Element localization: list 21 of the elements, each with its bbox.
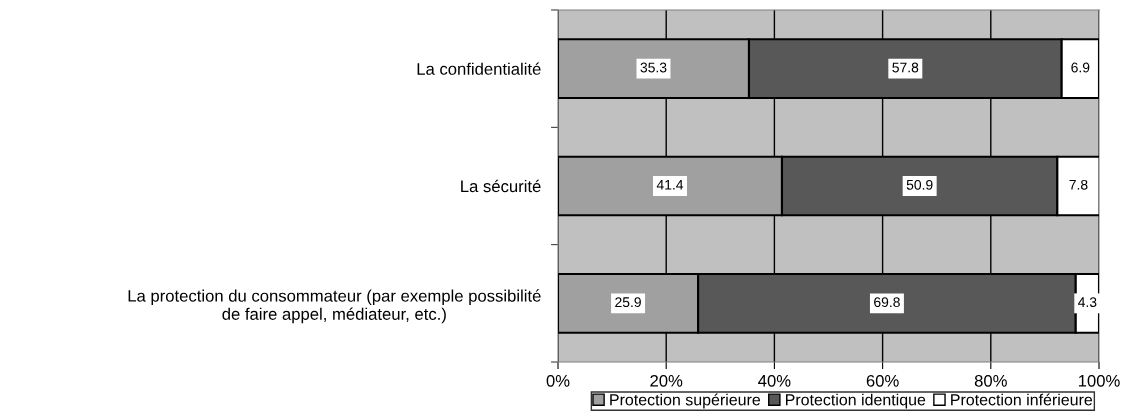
- y-tick-label: La sécurité: [461, 179, 541, 193]
- x-tick-label: 0%: [546, 374, 570, 387]
- legend-label: Protection identique: [786, 393, 926, 409]
- data-label: 57.8: [892, 62, 919, 73]
- x-tick-label: 80%: [974, 374, 1007, 387]
- data-label: 50.9: [906, 179, 933, 190]
- x-tick-label: 20%: [650, 374, 683, 387]
- x-tick-label: 40%: [758, 374, 791, 387]
- data-label: 7.8: [1069, 179, 1088, 190]
- x-tick-label: 60%: [866, 374, 899, 387]
- data-label: 41.4: [656, 180, 684, 190]
- x-tick-label: 100%: [1078, 374, 1120, 387]
- data-label: 69.8: [874, 297, 900, 308]
- data-label: 25.9: [615, 297, 641, 308]
- data-label: 6.9: [1071, 62, 1090, 73]
- data-label: 4.3: [1078, 297, 1097, 308]
- legend-label: Protection supérieure: [610, 393, 761, 409]
- y-tick-label: La protection du consommateur (par exemple possibilité de faire appel, médiateur, etc.): [128, 289, 541, 324]
- y-tick-label: La confidentialité: [417, 62, 541, 75]
- data-label: 35.3: [640, 62, 667, 73]
- legend-label: Protection inférieure: [951, 393, 1093, 406]
